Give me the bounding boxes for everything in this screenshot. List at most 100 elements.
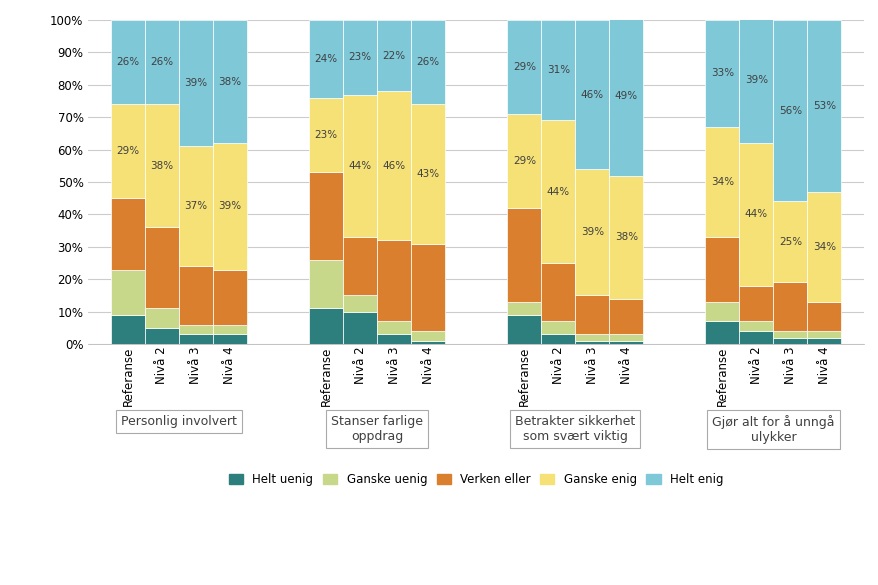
Bar: [111, 20, 145, 104]
Bar: [179, 20, 212, 146]
Text: 23%: 23%: [314, 130, 337, 140]
Bar: [411, 341, 444, 344]
Bar: [574, 20, 608, 169]
Bar: [773, 331, 807, 338]
Bar: [377, 321, 411, 334]
Text: Gjør alt for å unngå
ulykker: Gjør alt for å unngå ulykker: [711, 415, 834, 444]
Bar: [541, 20, 574, 121]
Bar: [179, 325, 212, 334]
Bar: [807, 331, 840, 338]
Bar: [807, 192, 840, 302]
Bar: [212, 143, 247, 270]
Bar: [145, 228, 179, 308]
Text: 44%: 44%: [744, 209, 767, 219]
Bar: [411, 20, 444, 104]
Text: 38%: 38%: [614, 232, 637, 242]
Text: 31%: 31%: [546, 65, 569, 75]
Bar: [773, 20, 807, 201]
Text: Betrakter sikkerhet
som svært viktig: Betrakter sikkerhet som svært viktig: [515, 415, 635, 443]
Text: 33%: 33%: [710, 68, 733, 78]
Bar: [705, 302, 738, 321]
Bar: [507, 20, 541, 114]
Bar: [773, 283, 807, 331]
Bar: [807, 302, 840, 331]
Bar: [574, 295, 608, 334]
Bar: [608, 341, 643, 344]
Bar: [377, 334, 411, 344]
Bar: [738, 17, 773, 143]
Text: 56%: 56%: [778, 106, 801, 116]
Text: 38%: 38%: [218, 77, 241, 87]
Text: 26%: 26%: [150, 57, 173, 67]
Text: 38%: 38%: [150, 161, 173, 171]
Bar: [773, 201, 807, 283]
Bar: [145, 104, 179, 228]
Text: 26%: 26%: [116, 57, 140, 67]
Text: 44%: 44%: [546, 187, 569, 197]
Bar: [179, 334, 212, 344]
Bar: [212, 20, 247, 143]
Bar: [377, 91, 411, 240]
Text: Stanser farlige
oppdrag: Stanser farlige oppdrag: [331, 415, 422, 443]
Bar: [111, 198, 145, 270]
Text: 53%: 53%: [812, 101, 835, 111]
Bar: [541, 334, 574, 344]
Bar: [705, 321, 738, 344]
Text: 37%: 37%: [184, 201, 207, 211]
Bar: [738, 143, 773, 285]
Legend: Helt uenig, Ganske uenig, Verken eller, Ganske enig, Helt enig: Helt uenig, Ganske uenig, Verken eller, …: [224, 468, 728, 490]
Bar: [145, 328, 179, 344]
Bar: [411, 104, 444, 243]
Bar: [705, 20, 738, 127]
Bar: [411, 243, 444, 331]
Bar: [342, 312, 377, 344]
Bar: [608, 299, 643, 334]
Bar: [541, 263, 574, 321]
Bar: [212, 334, 247, 344]
Bar: [377, 240, 411, 321]
Text: 29%: 29%: [512, 156, 536, 166]
Bar: [574, 169, 608, 295]
Text: 26%: 26%: [416, 57, 439, 67]
Bar: [309, 98, 342, 173]
Text: 44%: 44%: [349, 161, 371, 171]
Text: 34%: 34%: [710, 177, 733, 187]
Bar: [111, 270, 145, 315]
Text: 46%: 46%: [382, 161, 406, 171]
Text: 49%: 49%: [614, 91, 637, 101]
Bar: [212, 270, 247, 325]
Bar: [507, 302, 541, 315]
Bar: [309, 308, 342, 344]
Text: 43%: 43%: [416, 169, 439, 179]
Text: 29%: 29%: [512, 62, 536, 72]
Bar: [507, 208, 541, 302]
Bar: [541, 121, 574, 263]
Bar: [309, 173, 342, 260]
Bar: [507, 315, 541, 344]
Text: 25%: 25%: [778, 237, 801, 247]
Text: 46%: 46%: [580, 90, 603, 99]
Bar: [179, 146, 212, 266]
Bar: [309, 260, 342, 308]
Bar: [145, 308, 179, 328]
Bar: [212, 325, 247, 334]
Bar: [411, 331, 444, 341]
Text: 39%: 39%: [218, 201, 241, 211]
Bar: [342, 237, 377, 295]
Bar: [541, 321, 574, 334]
Bar: [179, 266, 212, 325]
Bar: [773, 338, 807, 344]
Bar: [377, 20, 411, 91]
Bar: [807, 338, 840, 344]
Bar: [705, 237, 738, 302]
Bar: [608, 334, 643, 341]
Bar: [342, 295, 377, 312]
Bar: [705, 127, 738, 237]
Bar: [608, 17, 643, 175]
Bar: [342, 95, 377, 237]
Bar: [738, 285, 773, 321]
Bar: [807, 20, 840, 192]
Bar: [342, 20, 377, 95]
Bar: [145, 20, 179, 104]
Text: 24%: 24%: [314, 54, 337, 64]
